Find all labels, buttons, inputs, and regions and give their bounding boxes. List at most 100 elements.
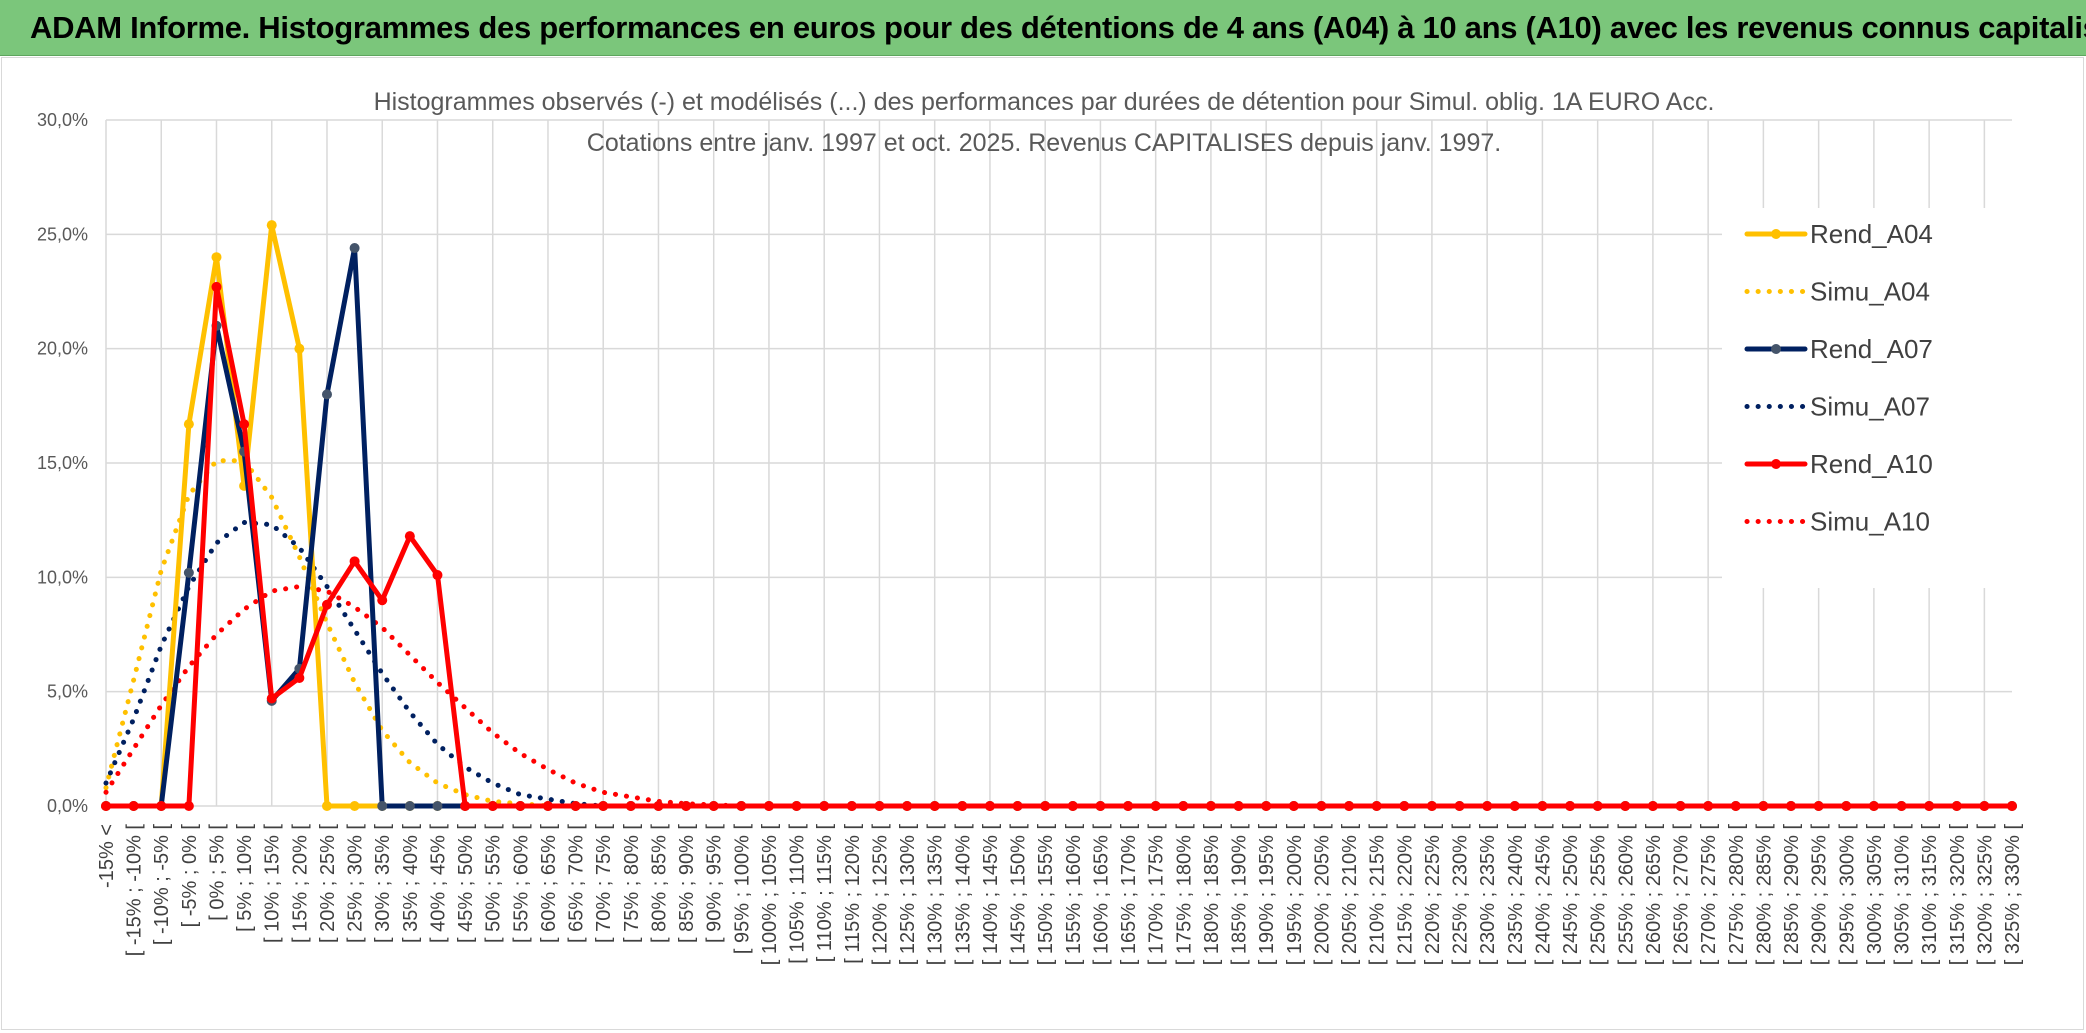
data-point-rend_a10	[1509, 801, 1520, 811]
data-point-rend_a10	[1841, 801, 1852, 811]
data-point-rend_a10	[1758, 801, 1769, 811]
x-tick-label: [ 325% ; 330% [	[2002, 824, 2024, 966]
x-tick-label: [ 110% ; 115% [	[814, 824, 836, 963]
x-tick-label: [ 290% ; 295% [	[1809, 824, 1831, 966]
data-point-rend_a10	[929, 801, 940, 811]
y-tick-label: 30,0%	[37, 110, 88, 130]
data-point-rend_a10	[902, 801, 913, 811]
data-point-rend_a10	[598, 801, 609, 811]
data-point-rend_a10	[984, 801, 995, 811]
legend-marker	[1771, 459, 1781, 469]
data-point-rend_a10	[625, 801, 636, 811]
legend-label-simu_a04: Simu_A04	[1810, 277, 1930, 307]
data-point-rend_a10	[874, 801, 885, 811]
data-point-rend_a10	[653, 801, 664, 811]
legend-label-rend_a04: Rend_A04	[1810, 219, 1933, 249]
legend-marker	[1771, 229, 1781, 239]
gridlines	[105, 119, 2012, 807]
data-point-rend_a10	[239, 419, 250, 430]
legend-label-rend_a07: Rend_A07	[1810, 334, 1933, 364]
y-tick-label: 0,0%	[47, 796, 88, 816]
data-point-rend_a07	[377, 801, 388, 811]
x-tick-label: [ 105% ; 110% [	[787, 824, 809, 964]
x-tick-label: [ -5% ; 0% [	[179, 824, 201, 928]
x-tick-label: [ 80% ; 85% [	[648, 824, 670, 943]
data-point-rend_a10	[515, 801, 526, 811]
x-tick-label: [ 5% ; 10% [	[234, 824, 256, 932]
x-tick-label: [ 280% ; 285% [	[1753, 824, 1775, 966]
data-point-rend_a10	[1067, 801, 1078, 811]
banner-title: ADAM Informe. Histogrammes des performan…	[30, 9, 2086, 45]
x-tick-label: [ 20% ; 25% [	[317, 824, 339, 943]
x-tick-label: [ 180% ; 185% [	[1201, 824, 1223, 966]
x-tick-label: [ 85% ; 90% [	[676, 824, 698, 943]
x-tick-label: [ 30% ; 35% [	[372, 824, 394, 943]
x-tick-label: [ 160% ; 165% [	[1090, 824, 1112, 966]
x-tick-label: [ 270% ; 275% [	[1698, 824, 1720, 966]
x-tick-label: [ 125% ; 130% [	[897, 824, 919, 966]
data-point-rend_a10	[1703, 801, 1714, 811]
data-point-rend_a10	[1951, 801, 1962, 811]
x-tick-label: [ 260% ; 265% [	[1643, 824, 1665, 966]
legend-label-simu_a10: Simu_A10	[1810, 507, 1930, 537]
data-point-rend_a10	[1012, 801, 1023, 811]
x-tick-label: [ 115% ; 120% [	[842, 824, 864, 964]
x-tick-label: [ 95% ; 100% [	[731, 824, 753, 955]
x-tick-label: [ 45% ; 50% [	[455, 824, 477, 943]
chart-title: Histogrammes observés (-) et modélisés (…	[374, 88, 1715, 116]
x-tick-label: [ 285% ; 290% [	[1781, 824, 1803, 966]
legend: Rend_A04 Simu_A04 Rend_A07 Simu_A07 Rend_A10…	[1722, 208, 2012, 588]
data-point-rend_a10	[1288, 801, 1299, 811]
data-point-rend_a10	[2007, 801, 2017, 811]
data-point-rend_a10	[1399, 801, 1410, 811]
data-point-rend_a04	[183, 419, 194, 430]
data-point-rend_a10	[349, 556, 360, 567]
data-point-rend_a10	[570, 801, 581, 811]
x-tick-label: [ 265% ; 270% [	[1671, 824, 1693, 966]
data-point-rend_a10	[1813, 801, 1824, 811]
x-tick-label: [ 195% ; 200% [	[1284, 824, 1306, 966]
data-point-rend_a10	[156, 801, 167, 811]
legend-marker	[1771, 344, 1781, 354]
data-point-rend_a10	[1123, 801, 1134, 811]
data-point-rend_a10	[1786, 801, 1797, 811]
data-point-rend_a10	[1620, 801, 1631, 811]
x-tick-label: [ 220% ; 225% [	[1422, 824, 1444, 966]
series-line-rend_a10	[103, 284, 2015, 809]
data-point-rend_a10	[542, 801, 553, 811]
data-point-rend_a10	[1647, 801, 1658, 811]
header-banner: ADAM Informe. Histogrammes des performan…	[0, 0, 2086, 56]
data-point-rend_a10	[846, 801, 857, 811]
x-tick-label: [ 315% ; 320% [	[1947, 824, 1969, 966]
x-tick-label: [ 15% ; 20% [	[289, 824, 311, 943]
x-tick-label: [ 135% ; 140% [	[952, 824, 974, 966]
x-tick-label: [ 150% ; 155% [	[1035, 824, 1057, 966]
x-tick-label: [ 75% ; 80% [	[621, 824, 643, 943]
data-point-rend_a10	[1730, 801, 1741, 811]
data-point-rend_a10	[819, 801, 830, 811]
x-tick-label: [ 310% ; 315% [	[1919, 824, 1941, 966]
data-point-rend_a10	[128, 801, 139, 811]
x-tick-label: [ 245% ; 250% [	[1560, 824, 1582, 966]
data-point-rend_a10	[763, 801, 774, 811]
data-point-rend_a07	[183, 567, 194, 578]
chart-subtitle: Cotations entre janv. 1997 et oct. 2025.…	[587, 129, 1501, 157]
x-tick-label: [ 170% ; 175% [	[1146, 824, 1168, 966]
x-tick-label: [ 35% ; 40% [	[400, 824, 422, 943]
data-point-rend_a10	[1979, 801, 1990, 811]
data-point-rend_a10	[1316, 801, 1327, 811]
legend-label-rend_a10: Rend_A10	[1810, 449, 1933, 479]
x-tick-label: [ 295% ; 300% [	[1836, 824, 1858, 966]
x-tick-label: [ 130% ; 135% [	[925, 824, 947, 966]
x-tick-label: [ 25% ; 30% [	[345, 824, 367, 943]
x-tick-label: [ 70% ; 75% [	[593, 824, 615, 943]
x-tick-label: [ 165% ; 170% [	[1118, 824, 1140, 966]
x-tick-label: [ 65% ; 70% [	[566, 824, 588, 943]
data-point-rend_a10	[183, 801, 194, 811]
data-point-rend_a10	[211, 281, 222, 292]
x-tick-label: [ 140% ; 145% [	[980, 824, 1002, 966]
legend-label-simu_a07: Simu_A07	[1810, 392, 1930, 422]
y-tick-label: 15,0%	[37, 453, 88, 473]
x-tick-label: [ 145% ; 150% [	[1008, 824, 1030, 966]
data-point-rend_a10	[1261, 801, 1272, 811]
